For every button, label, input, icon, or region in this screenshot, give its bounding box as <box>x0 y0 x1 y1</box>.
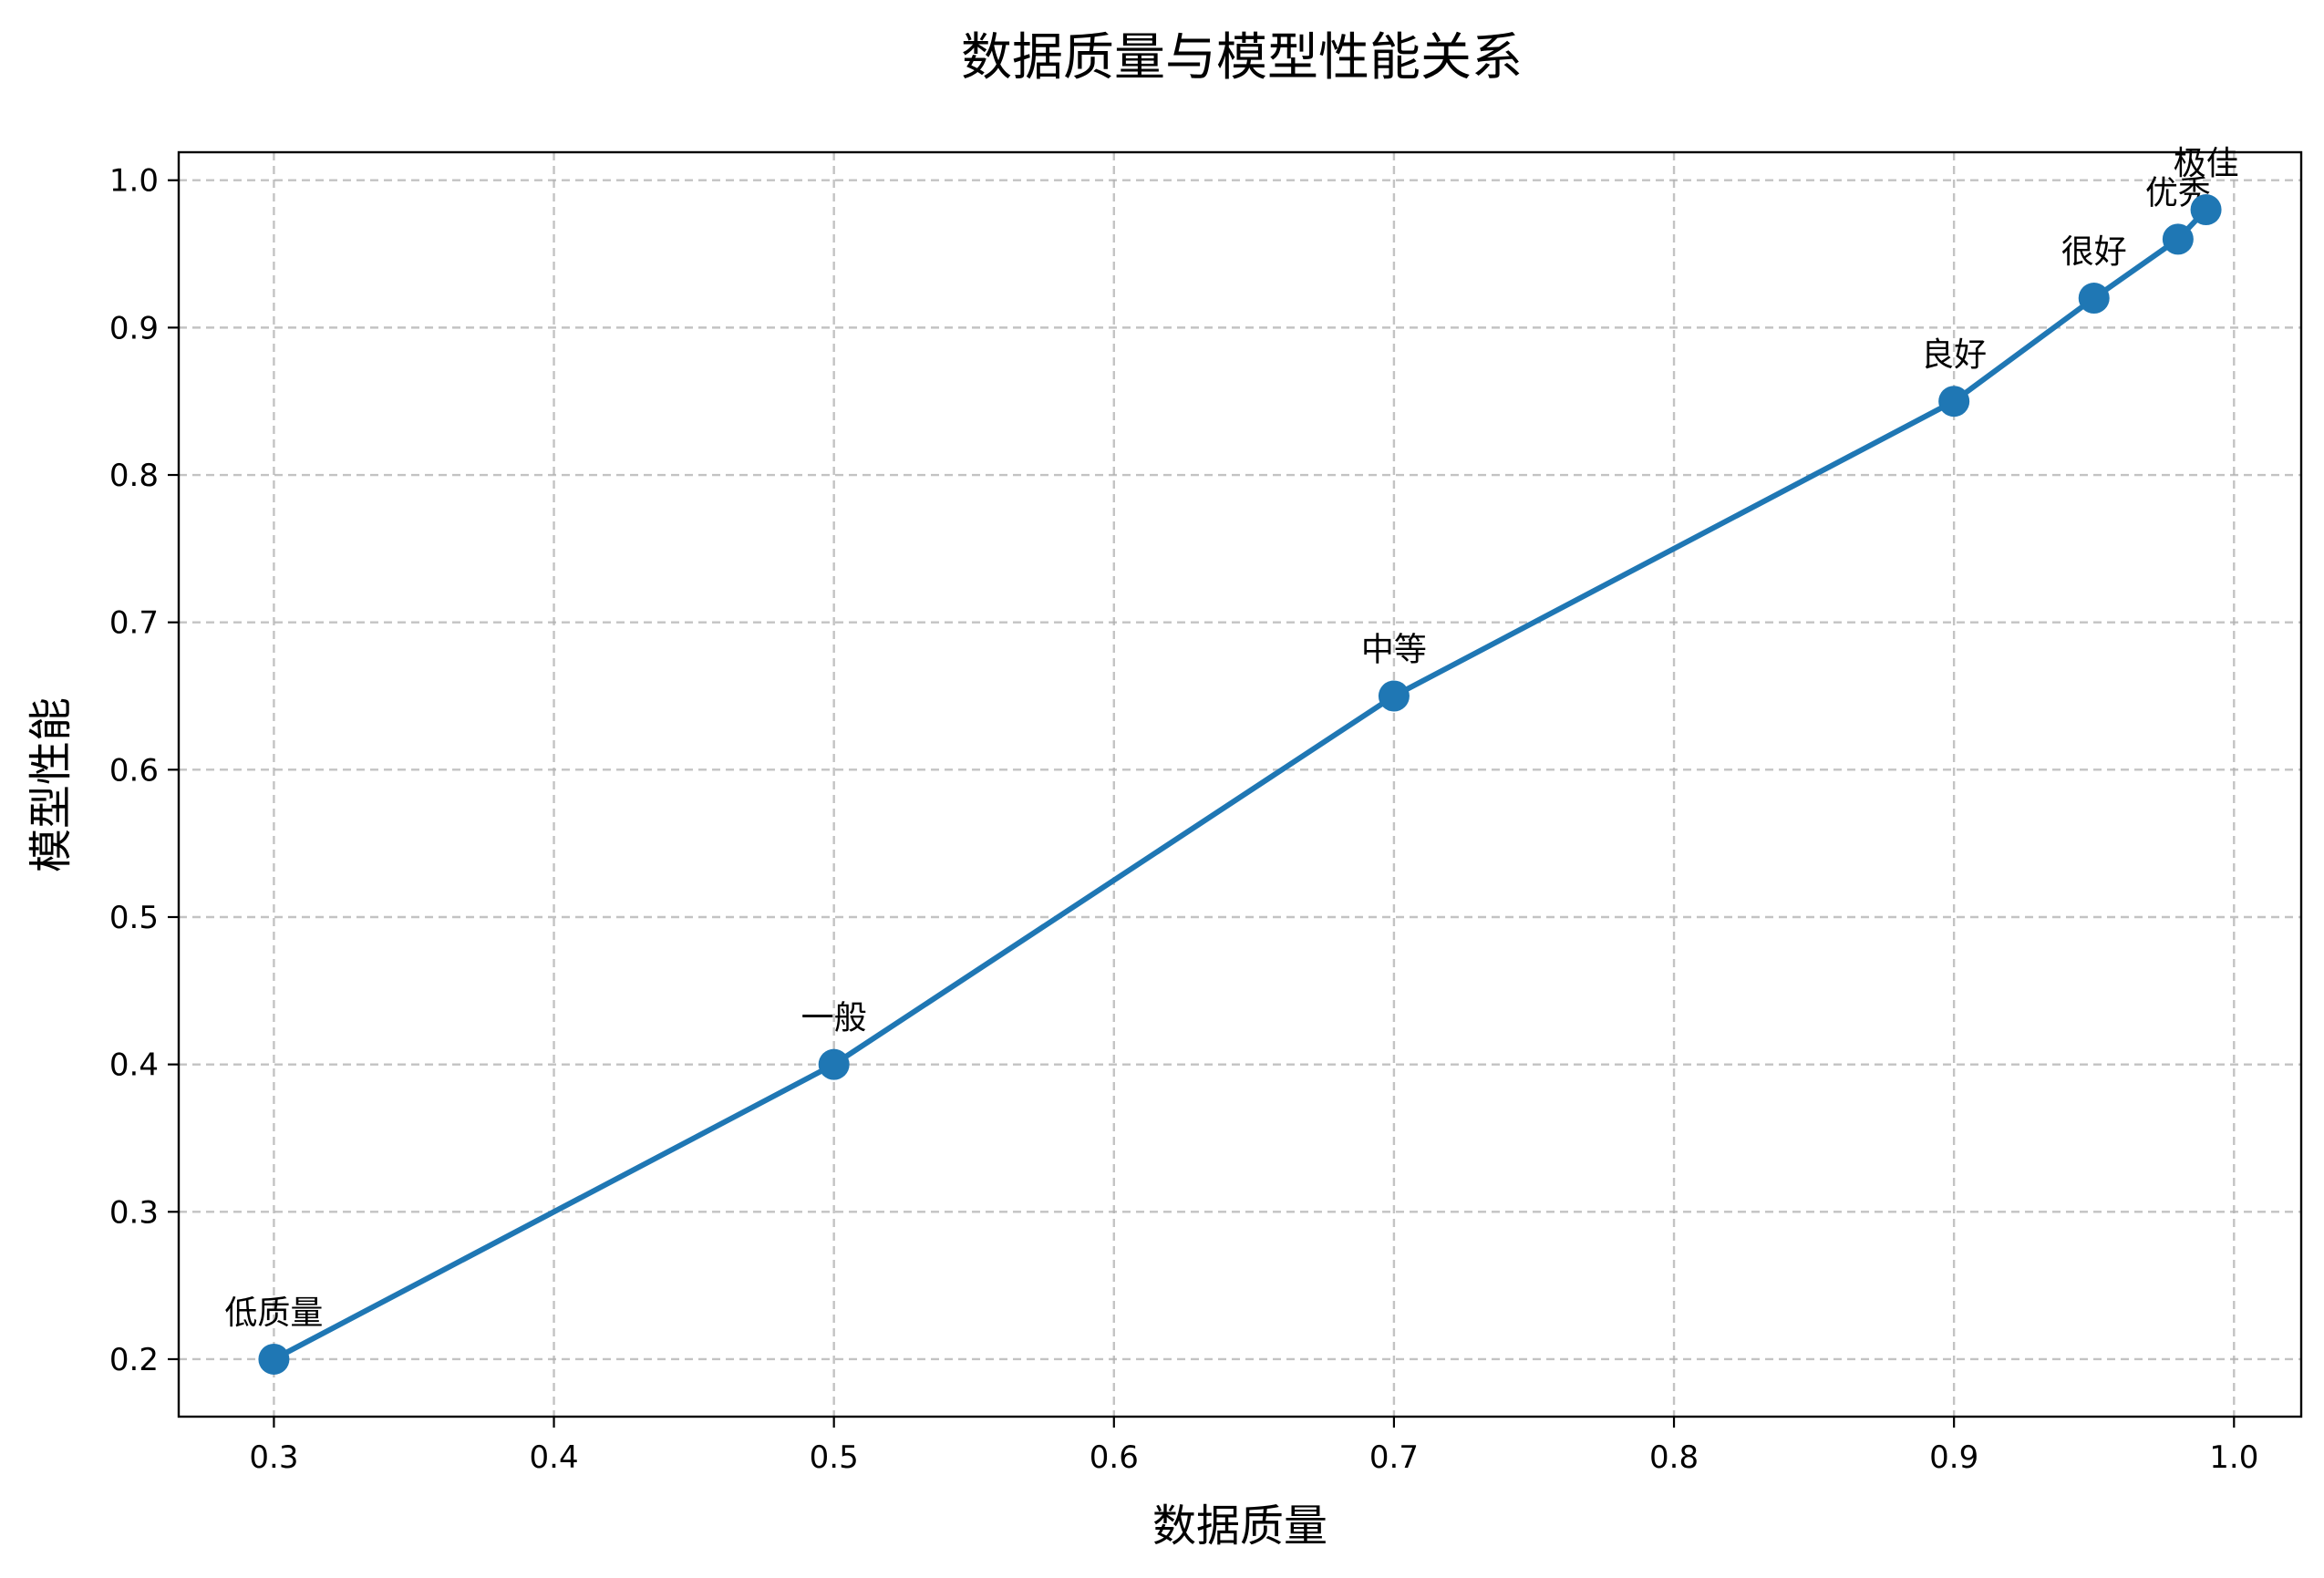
y-tick-label: 0.4 <box>109 1047 159 1084</box>
point-label: 低质量 <box>224 1294 323 1332</box>
data-point <box>2190 194 2222 226</box>
y-tick-label: 0.8 <box>109 458 159 494</box>
x-tick-label: 1.0 <box>2209 1439 2258 1476</box>
y-tick-label: 0.2 <box>109 1342 159 1378</box>
x-axis: 0.3 0.4 0.5 0.6 0.7 0.8 0.9 1.0 <box>249 1417 2258 1476</box>
data-point <box>258 1343 290 1375</box>
x-axis-title: 数据质量 <box>1152 1501 1327 1552</box>
x-tick-label: 0.7 <box>1369 1439 1419 1476</box>
point-label: 中等 <box>1361 632 1427 669</box>
series-line <box>271 207 2209 1362</box>
x-tick-label: 0.4 <box>530 1439 579 1476</box>
data-point <box>1938 386 1970 418</box>
point-label: 很好 <box>2061 233 2127 271</box>
y-axis: 0.2 0.3 0.4 0.5 0.6 0.7 0.8 0.9 1.0 <box>109 163 179 1378</box>
y-tick-label: 0.3 <box>109 1194 159 1231</box>
x-tick-label: 0.5 <box>810 1439 859 1476</box>
plot-frame <box>177 150 2303 1418</box>
data-point <box>2162 223 2194 255</box>
y-axis-title: 模型性能 <box>26 697 77 872</box>
chart-title: 数据质量与模型性能关系 <box>961 28 1523 88</box>
point-label: 一般 <box>801 1000 867 1037</box>
x-tick-label: 0.8 <box>1649 1439 1699 1476</box>
data-point <box>818 1048 850 1080</box>
y-tick-label: 0.6 <box>109 752 159 789</box>
data-point <box>1378 680 1410 712</box>
point-label: 良好 <box>1921 336 1987 374</box>
point-label: 极佳 <box>2174 145 2239 182</box>
x-tick-label: 0.3 <box>249 1439 298 1476</box>
x-tick-label: 0.9 <box>1929 1439 1978 1476</box>
y-tick-label: 1.0 <box>109 163 159 200</box>
x-tick-label: 0.6 <box>1090 1439 1139 1476</box>
grid-layer <box>179 152 2301 1417</box>
data-point <box>2078 283 2110 315</box>
y-tick-label: 0.7 <box>109 605 159 642</box>
y-tick-label: 0.9 <box>109 310 159 346</box>
y-tick-label: 0.5 <box>109 900 159 936</box>
